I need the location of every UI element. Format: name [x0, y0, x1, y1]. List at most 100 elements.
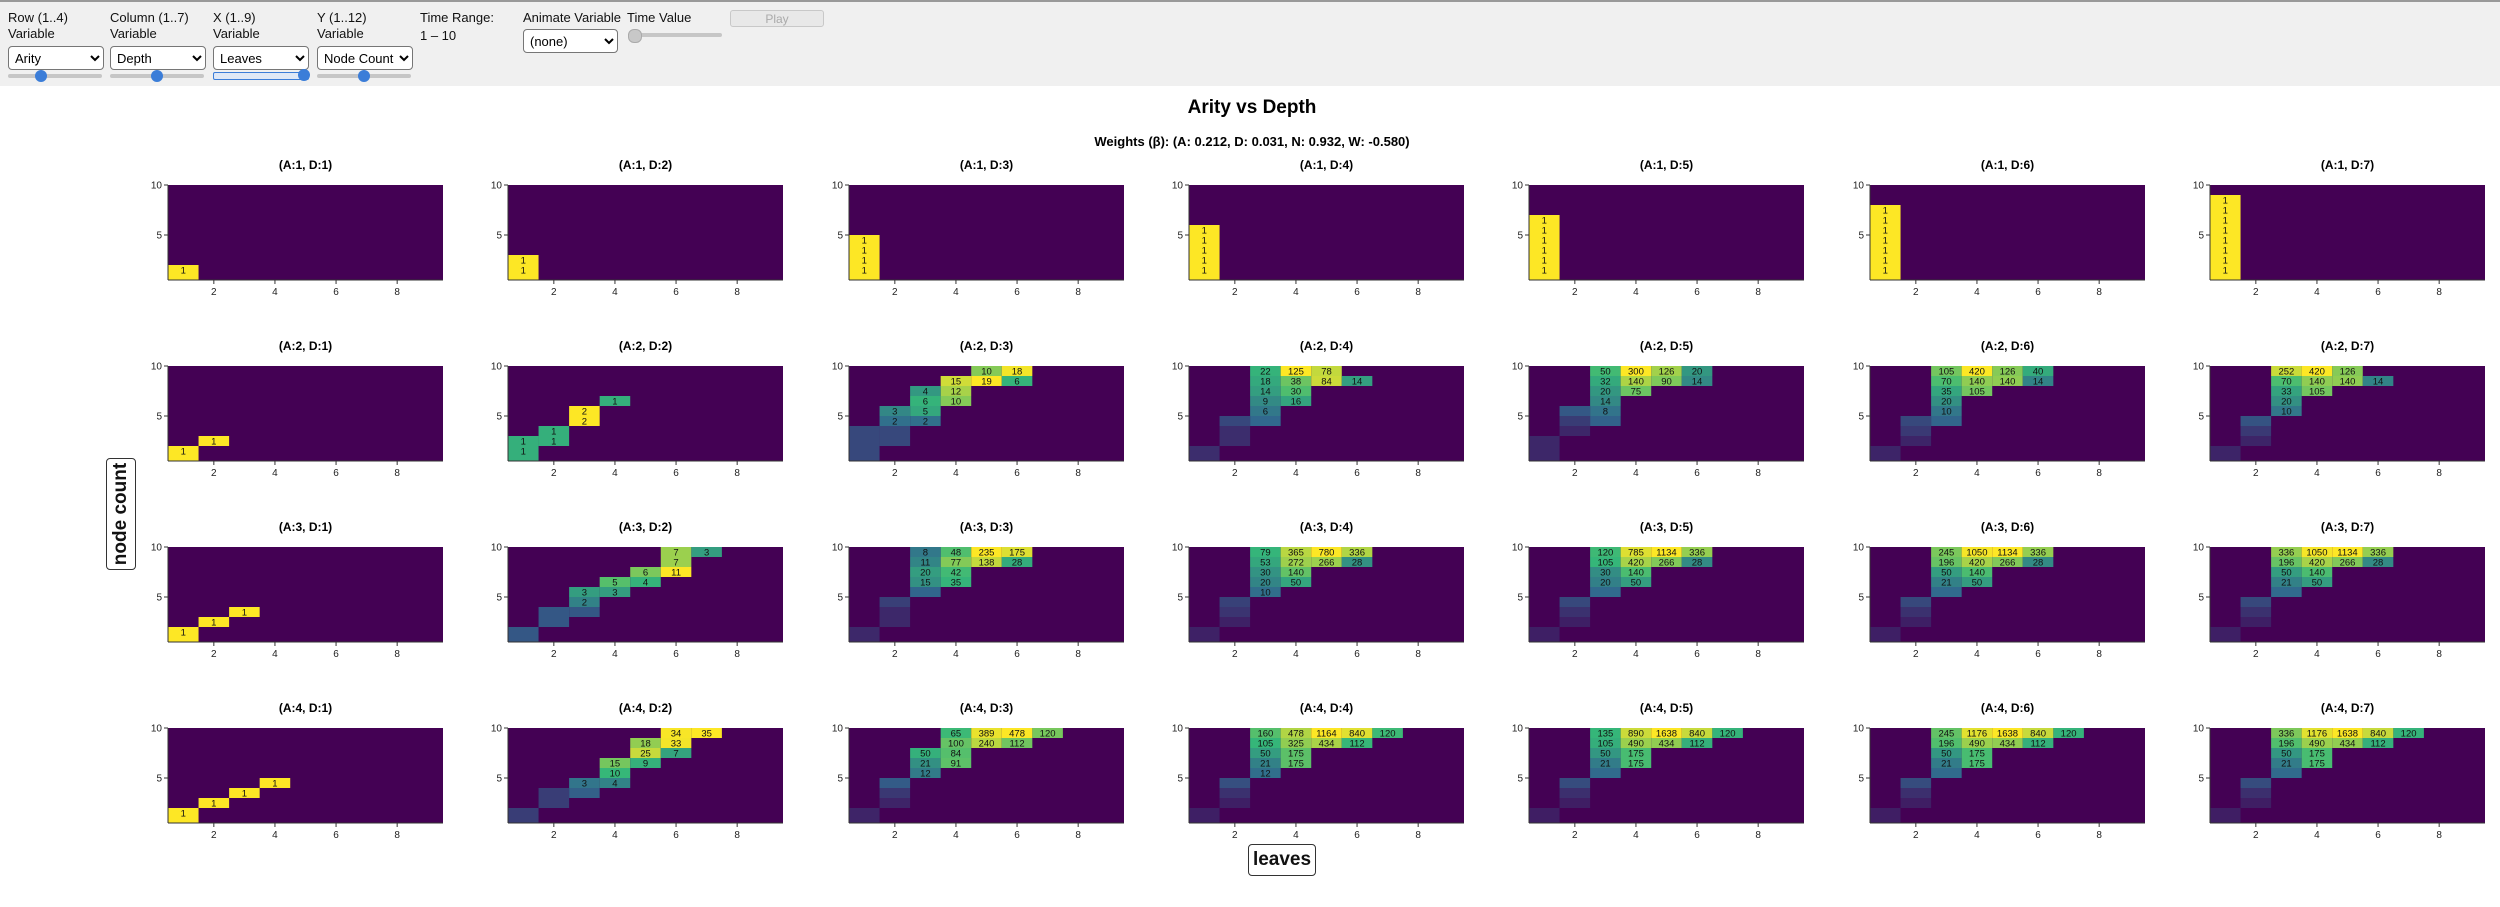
cell-value-label: 28: [2033, 558, 2044, 569]
cell-value-label: 138: [979, 558, 995, 569]
cell-value-label: 140: [1969, 377, 1985, 388]
heatmap-cell: [1590, 748, 1621, 758]
cell-value-label: 1: [551, 437, 556, 448]
heatmap-cell: [1590, 557, 1621, 567]
row-slider-thumb[interactable]: [35, 70, 48, 82]
column-slider-thumb[interactable]: [151, 70, 163, 82]
heatmap-cell: [1992, 738, 2023, 748]
x-tick-label: 6: [2035, 468, 2041, 479]
heatmap-cell: [1681, 376, 1713, 386]
heatmap-cell: [2301, 376, 2333, 386]
cell-value-label: 105: [1597, 558, 1613, 569]
animate-variable-select[interactable]: (none): [523, 29, 618, 53]
cell-value-label: 7: [673, 558, 678, 569]
cell-value-label: 8: [923, 548, 928, 559]
y-variable-select[interactable]: Node Count: [317, 46, 413, 70]
cell-value-label: 20: [1941, 397, 1952, 408]
row-variable-select[interactable]: Arity: [8, 46, 104, 70]
heatmap-cell: [168, 627, 199, 637]
x-tick-label: 2: [1572, 649, 1578, 660]
y-tick-label: 10: [1853, 181, 1865, 192]
cell-value-label: 1: [521, 437, 526, 448]
heatmap-cell: [2362, 728, 2394, 738]
cell-value-label: 50: [1291, 578, 1302, 589]
heatmap-cell: [538, 788, 570, 798]
x-slider[interactable]: [213, 69, 310, 81]
cell-value-label: 35: [951, 578, 962, 589]
x-axis-label[interactable]: leaves: [1248, 844, 1316, 876]
cell-value-label: 1: [2223, 196, 2228, 207]
panel-title: (A:3, D:4): [1300, 520, 1353, 534]
y-tick-label: 10: [151, 181, 163, 192]
x-variable-select[interactable]: Leaves: [213, 46, 309, 70]
heatmap-cell: [910, 758, 941, 768]
heatmap-cell: [1961, 577, 1993, 587]
heatmap-cell: [910, 406, 941, 416]
cell-value-label: 35: [1941, 387, 1952, 398]
heatmap-cell: [2301, 758, 2333, 768]
y-slider-thumb[interactable]: [358, 70, 370, 82]
x-tick-label: 4: [2314, 468, 2320, 479]
y-tick-label: 10: [2193, 362, 2205, 373]
time-value-slider[interactable]: [628, 29, 722, 43]
panel-title: (A:2, D:5): [1640, 339, 1693, 353]
heatmap-cell: [1931, 376, 1962, 386]
cell-value-label: 266: [1319, 558, 1335, 569]
x-tick-label: 4: [1293, 468, 1299, 479]
row-slider[interactable]: [8, 70, 102, 82]
heatmap-cell: [1931, 728, 1962, 738]
heatmap-cell: [1001, 376, 1033, 386]
cell-value-label: 434: [2340, 739, 2356, 750]
cell-value-label: 1: [1883, 266, 1888, 277]
panel-title: (A:4, D:5): [1640, 701, 1693, 715]
heatmap-cell: [1311, 366, 1342, 376]
time-value-slider-thumb[interactable]: [628, 29, 642, 43]
heatmap-cell: [1900, 788, 1932, 798]
x-tick-label: 4: [1974, 649, 1980, 660]
cell-value-label: 1: [521, 266, 526, 277]
heatmap-cell: [940, 567, 972, 577]
heatmap-cell: [569, 597, 600, 607]
cell-value-label: 14: [1600, 397, 1611, 408]
heatmap-cell: [971, 557, 1002, 567]
x-tick-label: 2: [1572, 468, 1578, 479]
heatmap-cell: [1931, 758, 1962, 768]
heatmap-cell: [2053, 728, 2084, 738]
x-tick-label: 6: [1694, 830, 1700, 841]
heatmap-cell: [879, 416, 911, 426]
heatmap-cell: [1931, 416, 1962, 426]
x-tick-label: 2: [1572, 287, 1578, 298]
x-tick-label: 2: [1232, 287, 1238, 298]
y-axis-label-box[interactable]: node count: [106, 458, 136, 570]
x-tick-label: 8: [2096, 830, 2102, 841]
column-slider[interactable]: [110, 70, 204, 82]
cell-value-label: 140: [2340, 377, 2356, 388]
heatmap-cell: [508, 275, 539, 280]
heatmap-cell: [1219, 788, 1251, 798]
heatmap-cell: [1931, 396, 1962, 406]
heatmap-cell: [2210, 456, 2241, 461]
heatmap-cell: [940, 748, 972, 758]
play-button[interactable]: Play: [730, 10, 824, 27]
heatmap-cell: [1250, 738, 1281, 748]
x-slider-thumb[interactable]: [298, 69, 310, 81]
cell-value-label: 10: [951, 397, 962, 408]
x-control-title: X (1..9): [213, 10, 256, 25]
x-tick-label: 8: [1755, 649, 1761, 660]
cell-value-label: 175: [2309, 759, 2325, 770]
column-variable-select[interactable]: Depth: [110, 46, 206, 70]
heatmap-cell: [1219, 778, 1251, 788]
y-tick-label: 10: [151, 543, 163, 554]
x-tick-label: 2: [892, 830, 898, 841]
cell-value-label: 18: [1260, 377, 1271, 388]
heatmap-cell: [2210, 245, 2241, 255]
y-slider[interactable]: [317, 70, 411, 82]
cell-value-label: 1: [612, 397, 617, 408]
cell-value-label: 196: [1938, 558, 1954, 569]
y-tick-label: 5: [837, 231, 843, 242]
heatmap-cell: [1189, 275, 1220, 280]
x-tick-label: 8: [734, 287, 740, 298]
heatmap-cell: [1620, 758, 1652, 768]
cell-value-label: 42: [951, 568, 962, 579]
